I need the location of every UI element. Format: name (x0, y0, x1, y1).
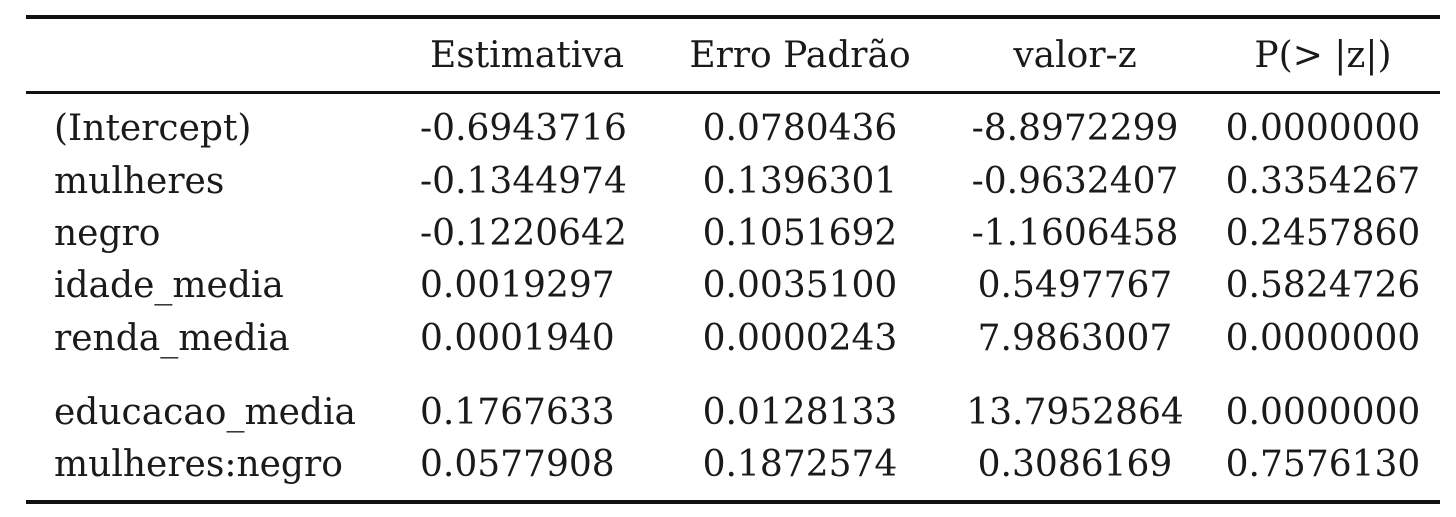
row-estimate: 0.0001940 (420, 318, 615, 359)
row-p-value: 0.2457860 (1225, 213, 1421, 254)
header-valor-z: valor-z (1013, 35, 1137, 76)
row-std-error: 0.0035100 (702, 265, 898, 306)
row-std-error: 0.0000243 (702, 318, 898, 359)
row-p-value: 0.7576130 (1225, 444, 1421, 485)
header-p-value: P(> |z|) (1254, 35, 1392, 76)
table-header-rule (26, 91, 1440, 94)
row-term: renda_media (54, 318, 290, 359)
row-estimate: -0.6943716 (420, 108, 627, 149)
row-std-error: 0.0780436 (702, 108, 898, 149)
row-std-error: 0.1051692 (702, 213, 898, 254)
row-std-error: 0.0128133 (702, 392, 898, 433)
row-p-value: 0.5824726 (1225, 265, 1421, 306)
header-erro-padrao: Erro Padrão (689, 35, 911, 76)
row-term: mulheres (54, 161, 225, 202)
row-term: negro (54, 213, 161, 254)
row-std-error: 0.1872574 (702, 444, 898, 485)
row-z-value: 0.5497767 (977, 265, 1173, 306)
row-z-value: 0.3086169 (977, 444, 1173, 485)
table-bottom-rule (26, 500, 1440, 504)
row-z-value: -1.1606458 (971, 213, 1179, 254)
row-estimate: 0.1767633 (420, 392, 615, 433)
row-term: educacao_media (54, 392, 356, 433)
row-estimate: -0.1344974 (420, 161, 627, 202)
row-z-value: -0.9632407 (971, 161, 1179, 202)
row-p-value: 0.3354267 (1225, 161, 1421, 202)
row-z-value: -8.8972299 (971, 108, 1179, 149)
table-top-rule (26, 15, 1440, 19)
row-p-value: 0.0000000 (1225, 392, 1421, 433)
row-std-error: 0.1396301 (702, 161, 898, 202)
row-term: idade_media (54, 265, 284, 306)
row-estimate: 0.0019297 (420, 265, 615, 306)
row-term: mulheres:negro (54, 444, 343, 485)
row-p-value: 0.0000000 (1225, 318, 1421, 359)
row-estimate: -0.1220642 (420, 213, 627, 254)
header-estimativa: Estimativa (429, 35, 625, 76)
row-term: (Intercept) (54, 108, 252, 149)
row-z-value: 7.9863007 (977, 318, 1173, 359)
row-z-value: 13.7952864 (966, 392, 1184, 433)
row-estimate: 0.0577908 (420, 444, 615, 485)
row-p-value: 0.0000000 (1225, 108, 1421, 149)
